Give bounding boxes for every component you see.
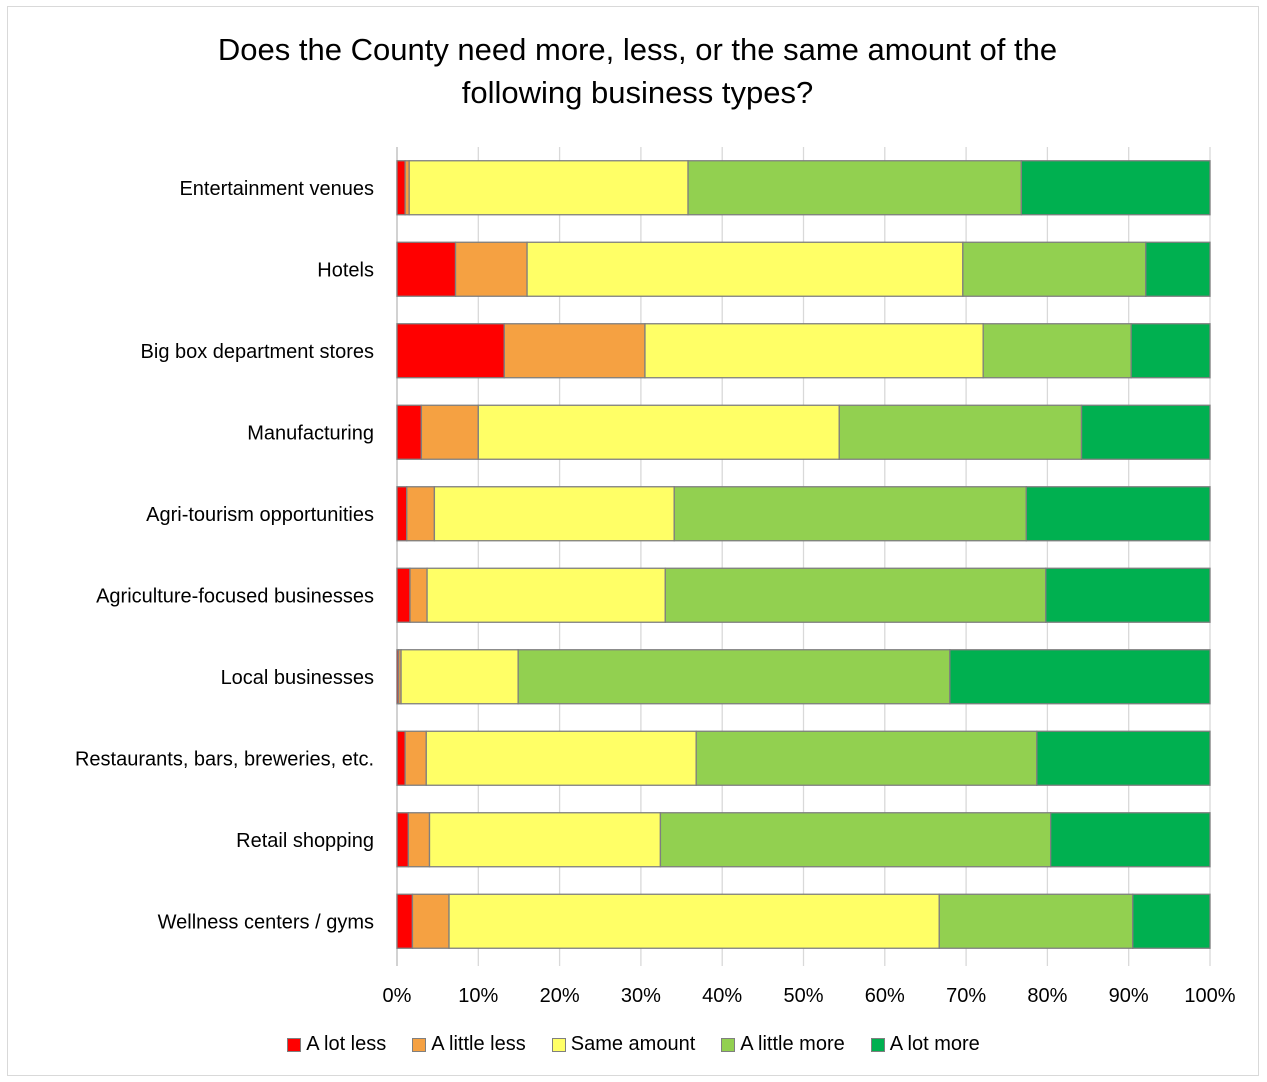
legend-swatch <box>870 1037 885 1052</box>
x-tick-label: 80% <box>1027 985 1067 1007</box>
chart-title: Does the County need more, less, or the … <box>217 32 1058 110</box>
bar-segment <box>1025 486 1211 542</box>
bar-segment <box>396 893 414 949</box>
bar-segment <box>644 323 984 379</box>
bar-segment <box>408 160 689 216</box>
bar-segment <box>396 404 423 460</box>
category-label: Restaurants, bars, breweries, etc. <box>75 748 374 770</box>
bar-segment <box>982 323 1132 379</box>
legend-swatch <box>412 1037 427 1052</box>
x-tick-label: 70% <box>946 985 986 1007</box>
bar-segment <box>1050 812 1211 868</box>
x-tick-label: 60% <box>865 985 905 1007</box>
legend-label: A little less <box>431 1033 526 1055</box>
category-label: Wellness centers / gyms <box>158 911 374 933</box>
bar-segment <box>426 567 666 623</box>
x-tick-label: 10% <box>458 985 498 1007</box>
bar-segment <box>396 486 408 542</box>
x-tick-label: 50% <box>783 985 823 1007</box>
bar-segment <box>1045 567 1211 623</box>
bar-segment <box>838 404 1083 460</box>
legend-item: A lot less <box>287 1033 386 1056</box>
bar-segment <box>396 241 457 297</box>
legend-swatch <box>551 1037 566 1052</box>
bar-segment <box>1080 404 1211 460</box>
bar-segment <box>406 486 436 542</box>
legend-item: A little more <box>721 1033 845 1056</box>
legend-swatch <box>721 1037 736 1052</box>
bar-segment <box>477 404 840 460</box>
legend-label: A lot more <box>889 1033 980 1055</box>
bar-segment <box>396 730 406 786</box>
bar-segment <box>425 730 697 786</box>
bar-segment <box>526 241 964 297</box>
bar-segment <box>448 893 940 949</box>
bar-segment <box>454 241 528 297</box>
bar-segment <box>1132 893 1211 949</box>
legend-item: Same amount <box>551 1033 696 1056</box>
x-tick-label: 30% <box>621 985 661 1007</box>
x-tick-label: 20% <box>540 985 580 1007</box>
bar-segment <box>962 241 1147 297</box>
legend-label: A lot less <box>306 1033 387 1055</box>
bar-segment <box>396 323 505 379</box>
category-label: Agri-tourism opportunities <box>146 504 374 526</box>
bar-segment <box>659 812 1052 868</box>
bar-segment <box>428 812 662 868</box>
category-label: Retail shopping <box>236 830 374 852</box>
legend-item: A lot more <box>870 1033 980 1056</box>
category-label: Big box department stores <box>141 341 374 363</box>
x-axis-tick-labels: 0% 10% 20% 30% 40% 50% 60% 70% 80% 90% 100% <box>383 985 1236 1007</box>
bar-segment <box>503 323 646 379</box>
bar-segment <box>1036 730 1211 786</box>
bar-segment <box>396 160 406 216</box>
category-label: Local businesses <box>221 667 374 689</box>
bars <box>396 160 1211 949</box>
legend-label: Same amount <box>570 1033 696 1055</box>
bar-segment <box>695 730 1038 786</box>
bar-segment <box>687 160 1023 216</box>
x-tick-label: 40% <box>702 985 742 1007</box>
legend: A lot less A little less Same amount A litt… <box>0 1033 1267 1056</box>
bar-segment <box>1130 323 1211 379</box>
bar-segment <box>673 486 1027 542</box>
bar-segment <box>420 404 479 460</box>
bar-segment <box>517 649 951 705</box>
bar-segment <box>938 893 1134 949</box>
bar-segment <box>664 567 1047 623</box>
category-label: Hotels <box>317 259 374 281</box>
bar-segment <box>411 893 450 949</box>
bar-segment <box>407 812 431 868</box>
category-labels: Entertainment venues Hotels Big box depart… <box>75 178 374 934</box>
category-label: Manufacturing <box>247 422 374 444</box>
bar-segment <box>400 649 519 705</box>
plot-area: Entertainment venues Hotels Big box depart… <box>75 147 1236 1007</box>
bar-segment <box>409 567 428 623</box>
legend-item: A little less <box>412 1033 526 1056</box>
x-tick-label: 0% <box>383 985 412 1007</box>
x-tick-label: 100% <box>1184 985 1235 1007</box>
bar-segment <box>396 567 411 623</box>
category-label: Agriculture-focused businesses <box>96 585 374 607</box>
bar-segment <box>1145 241 1211 297</box>
x-tick-label: 90% <box>1109 985 1149 1007</box>
bar-segment <box>1020 160 1211 216</box>
category-label: Entertainment venues <box>179 178 374 200</box>
legend-swatch <box>287 1037 302 1052</box>
bar-segment <box>433 486 675 542</box>
legend-label: A little more <box>740 1033 845 1055</box>
bar-segment <box>949 649 1211 705</box>
bar-segment <box>404 730 427 786</box>
bar-segment <box>396 812 410 868</box>
